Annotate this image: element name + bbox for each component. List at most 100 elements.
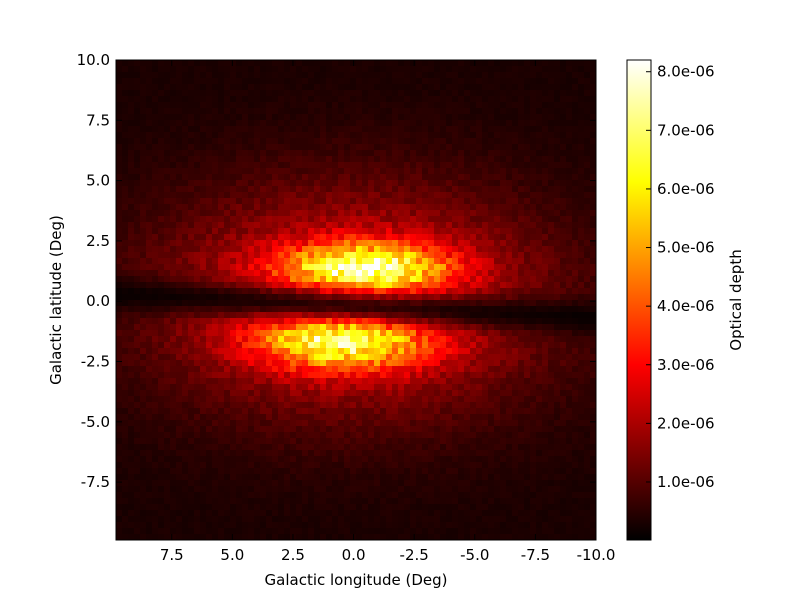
- heatmap-cell: [242, 120, 249, 127]
- heatmap-cell: [146, 210, 153, 217]
- heatmap-cell: [116, 396, 123, 403]
- heatmap-cell: [260, 396, 267, 403]
- heatmap-cell: [260, 372, 267, 379]
- heatmap-cell: [224, 144, 231, 151]
- heatmap-cell: [260, 96, 267, 103]
- heatmap-cell: [446, 228, 453, 235]
- heatmap-cell: [566, 150, 573, 157]
- heatmap-cell: [284, 180, 291, 187]
- heatmap-cell: [392, 108, 399, 115]
- heatmap-cell: [338, 318, 345, 325]
- heatmap-cell: [440, 126, 447, 133]
- heatmap-cell: [320, 324, 327, 331]
- heatmap-cell: [224, 60, 231, 67]
- heatmap-cell: [386, 138, 393, 145]
- heatmap-cell: [284, 270, 291, 277]
- heatmap-cell: [212, 234, 219, 241]
- heatmap-cell: [140, 408, 147, 415]
- heatmap-cell: [500, 312, 507, 319]
- heatmap-cell: [224, 126, 231, 133]
- heatmap-cell: [230, 192, 237, 199]
- heatmap-cell: [296, 108, 303, 115]
- heatmap-cell: [284, 432, 291, 439]
- heatmap-cell: [452, 102, 459, 109]
- heatmap-cell: [434, 270, 441, 277]
- heatmap-cell: [362, 276, 369, 283]
- heatmap-cell: [200, 336, 207, 343]
- heatmap-cell: [128, 72, 135, 79]
- heatmap-cell: [188, 216, 195, 223]
- heatmap-cell: [212, 294, 219, 301]
- heatmap-cell: [560, 318, 567, 325]
- heatmap-cell: [380, 402, 387, 409]
- heatmap-cell: [458, 378, 465, 385]
- heatmap-cell: [116, 72, 123, 79]
- heatmap-cell: [548, 168, 555, 175]
- heatmap-cell: [416, 396, 423, 403]
- heatmap-cell: [512, 108, 519, 115]
- heatmap-cell: [500, 294, 507, 301]
- heatmap-cell: [278, 132, 285, 139]
- heatmap-cell: [446, 192, 453, 199]
- heatmap-cell: [542, 342, 549, 349]
- heatmap-cell: [572, 60, 579, 67]
- heatmap-cell: [398, 366, 405, 373]
- heatmap-cell: [122, 324, 129, 331]
- heatmap-cell: [572, 378, 579, 385]
- heatmap-cell: [272, 156, 279, 163]
- heatmap-cell: [398, 168, 405, 175]
- heatmap-cell: [230, 234, 237, 241]
- heatmap-cell: [152, 354, 159, 361]
- heatmap-cell: [158, 264, 165, 271]
- heatmap-cell: [356, 372, 363, 379]
- heatmap-cell: [584, 264, 591, 271]
- heatmap-cell: [176, 342, 183, 349]
- heatmap-cell: [464, 330, 471, 337]
- heatmap-cell: [272, 216, 279, 223]
- heatmap-cell: [362, 366, 369, 373]
- heatmap-cell: [266, 144, 273, 151]
- heatmap-cell: [284, 306, 291, 313]
- heatmap-cell: [314, 144, 321, 151]
- heatmap-cell: [548, 252, 555, 259]
- heatmap-cell: [260, 216, 267, 223]
- heatmap-cell: [122, 204, 129, 211]
- heatmap-cell: [530, 354, 537, 361]
- heatmap-cell: [380, 246, 387, 253]
- heatmap-cell: [392, 282, 399, 289]
- heatmap-cell: [488, 150, 495, 157]
- heatmap-cell: [188, 126, 195, 133]
- heatmap-cell: [410, 126, 417, 133]
- heatmap-cell: [362, 246, 369, 253]
- heatmap-cell: [194, 132, 201, 139]
- heatmap-cell: [164, 282, 171, 289]
- heatmap-cell: [116, 204, 123, 211]
- heatmap-cell: [542, 240, 549, 247]
- heatmap-cell: [344, 108, 351, 115]
- heatmap-cell: [338, 402, 345, 409]
- heatmap-cell: [482, 360, 489, 367]
- heatmap-cell: [272, 162, 279, 169]
- heatmap-cell: [518, 354, 525, 361]
- heatmap-cell: [170, 372, 177, 379]
- heatmap-cell: [212, 198, 219, 205]
- heatmap-cell: [350, 270, 357, 277]
- heatmap-cell: [410, 228, 417, 235]
- heatmap-cell: [350, 396, 357, 403]
- heatmap-cell: [374, 210, 381, 217]
- heatmap-cell: [296, 132, 303, 139]
- heatmap-cell: [170, 294, 177, 301]
- heatmap-cell: [434, 312, 441, 319]
- heatmap-cell: [206, 276, 213, 283]
- heatmap-cell: [380, 186, 387, 193]
- heatmap-cell: [146, 60, 153, 67]
- heatmap-cell: [566, 270, 573, 277]
- heatmap-cell: [488, 96, 495, 103]
- heatmap-cell: [224, 150, 231, 157]
- heatmap-cell: [182, 366, 189, 373]
- heatmap-cell: [410, 168, 417, 175]
- heatmap-cell: [350, 414, 357, 421]
- heatmap-cell: [548, 384, 555, 391]
- heatmap-cell: [446, 330, 453, 337]
- heatmap-cell: [572, 360, 579, 367]
